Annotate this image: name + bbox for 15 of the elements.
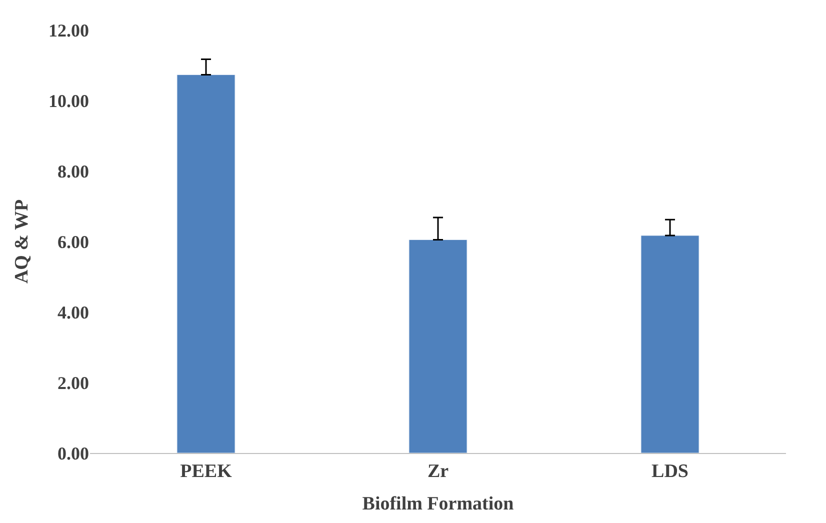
y-axis-title: AQ & WP	[11, 199, 32, 284]
x-tick-label: LDS	[652, 460, 688, 482]
y-tick-label: 4.00	[58, 302, 89, 322]
bar	[408, 239, 468, 453]
y-tick-label: 12.00	[48, 20, 89, 40]
y-tick-label: 10.00	[48, 90, 89, 111]
x-tick-label: Zr	[427, 460, 450, 482]
y-tick-label: 2.00	[58, 372, 89, 393]
y-tick-label: 0.00	[58, 443, 89, 464]
x-axis-title: Biofilm Formation	[362, 494, 514, 515]
x-tick-label: PEEK	[180, 460, 232, 482]
bar	[176, 74, 236, 453]
y-tick-label: 6.00	[58, 232, 89, 252]
bar	[640, 235, 700, 453]
y-tick-label: 8.00	[58, 161, 89, 182]
